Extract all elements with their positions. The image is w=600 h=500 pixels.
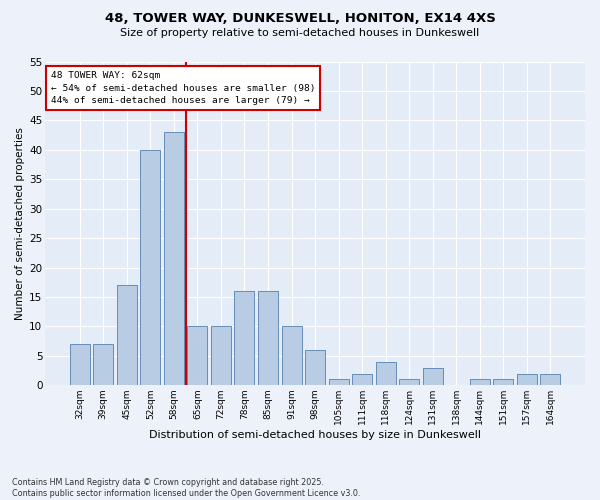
Bar bbox=[376, 362, 396, 386]
Bar bbox=[117, 285, 137, 386]
Bar bbox=[541, 374, 560, 386]
Bar bbox=[470, 380, 490, 386]
Bar bbox=[93, 344, 113, 386]
Bar bbox=[164, 132, 184, 386]
Bar bbox=[399, 380, 419, 386]
Y-axis label: Number of semi-detached properties: Number of semi-detached properties bbox=[15, 127, 25, 320]
Bar bbox=[235, 291, 254, 386]
Bar bbox=[211, 326, 231, 386]
Bar bbox=[258, 291, 278, 386]
Bar bbox=[517, 374, 537, 386]
Bar bbox=[187, 326, 208, 386]
Text: 48 TOWER WAY: 62sqm
← 54% of semi-detached houses are smaller (98)
44% of semi-d: 48 TOWER WAY: 62sqm ← 54% of semi-detach… bbox=[50, 71, 315, 105]
Bar bbox=[423, 368, 443, 386]
Bar bbox=[493, 380, 514, 386]
Text: Size of property relative to semi-detached houses in Dunkeswell: Size of property relative to semi-detach… bbox=[121, 28, 479, 38]
Bar bbox=[70, 344, 90, 386]
Text: Contains HM Land Registry data © Crown copyright and database right 2025.
Contai: Contains HM Land Registry data © Crown c… bbox=[12, 478, 361, 498]
Text: 48, TOWER WAY, DUNKESWELL, HONITON, EX14 4XS: 48, TOWER WAY, DUNKESWELL, HONITON, EX14… bbox=[104, 12, 496, 26]
Bar bbox=[305, 350, 325, 386]
Bar bbox=[329, 380, 349, 386]
Bar bbox=[140, 150, 160, 386]
Bar bbox=[281, 326, 302, 386]
Bar bbox=[352, 374, 372, 386]
X-axis label: Distribution of semi-detached houses by size in Dunkeswell: Distribution of semi-detached houses by … bbox=[149, 430, 481, 440]
